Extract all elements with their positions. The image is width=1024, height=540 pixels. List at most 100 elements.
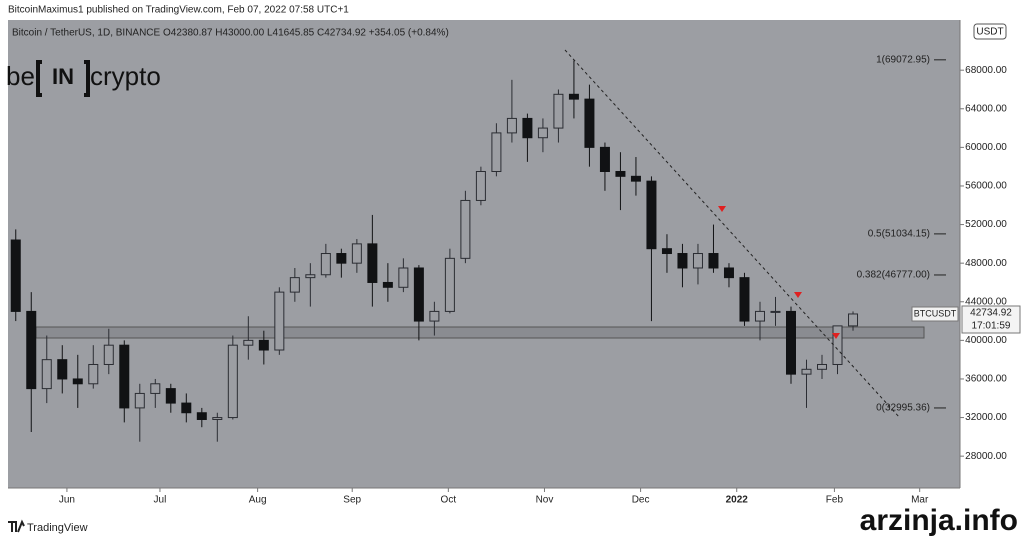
logo-text: be (6, 61, 35, 91)
plot-area (8, 20, 960, 488)
y-tick-label: 52000.00 (965, 219, 1007, 230)
x-tick-label: Nov (536, 495, 554, 506)
candle-body (754, 310, 765, 322)
candle-body (832, 325, 843, 365)
trend-line (564, 49, 901, 419)
x-tick-label: Oct (441, 495, 457, 506)
y-tick-label: 32000.00 (965, 412, 1007, 423)
candle-body (398, 267, 409, 288)
candle-body (429, 310, 440, 322)
candle-body (615, 170, 626, 177)
y-tick-label: 68000.00 (965, 65, 1007, 76)
watermark: arzinja.info (860, 504, 1018, 537)
x-tick-label: Jun (59, 495, 75, 506)
candle-body (336, 253, 347, 264)
candle-body (103, 344, 114, 365)
last-price-box (961, 305, 1021, 334)
last-price: 42734.92 (970, 308, 1012, 319)
tv-icon (8, 519, 25, 533)
x-tick-label: Mar (911, 495, 929, 506)
candle-body (739, 277, 750, 322)
candle-body (568, 93, 579, 100)
candle-body (134, 392, 145, 409)
y-tick-label: 56000.00 (965, 181, 1007, 192)
fib-label: 0.382(46777.00) (857, 270, 930, 281)
candle-body (227, 344, 238, 419)
y-tick-label: 48000.00 (965, 258, 1007, 269)
candle-body (444, 257, 455, 312)
candle-body (599, 146, 610, 172)
candle-body (243, 339, 254, 346)
candle-body (274, 291, 285, 351)
y-tick-label: 40000.00 (965, 335, 1007, 346)
marker (832, 333, 840, 339)
candle-body (630, 175, 641, 182)
x-tick-label: 2022 (726, 495, 749, 506)
marker (794, 292, 802, 298)
candle-body (708, 253, 719, 269)
currency: USDT (976, 27, 1003, 38)
candle-body (165, 388, 176, 404)
candle-body (413, 267, 424, 322)
logo-mark: IN (52, 64, 74, 89)
symbol-label: BTCUSDT (914, 308, 957, 318)
fib-label: 1(69072.95) (876, 54, 930, 65)
candle-body (475, 170, 486, 201)
candle-body (196, 412, 207, 420)
fib-label: 0.5(51034.15) (868, 229, 930, 240)
candle-body (320, 253, 331, 276)
candle-body (537, 127, 548, 139)
fib-label: 0(32995.36) (876, 403, 930, 414)
candle-body (553, 93, 564, 129)
candle-body (382, 281, 393, 288)
candle-body (212, 417, 223, 420)
x-tick-label: Aug (249, 495, 267, 506)
candle-body (770, 310, 781, 313)
candle-body (41, 359, 52, 390)
y-tick-label: 28000.00 (965, 451, 1007, 462)
candle-body (150, 383, 161, 394)
candle-body (646, 180, 657, 250)
y-tick-label: 64000.00 (965, 103, 1007, 114)
candle-body (258, 339, 269, 351)
byline: BitcoinMaximus1 published on TradingView… (8, 5, 349, 16)
candle-body (72, 378, 83, 385)
candle-body (848, 313, 859, 327)
x-tick-label: Sep (343, 495, 361, 506)
x-tick-label: Feb (826, 495, 844, 506)
candle-body (57, 359, 68, 380)
y-tick-label: 36000.00 (965, 374, 1007, 385)
symbol-line: Bitcoin / TetherUS, 1D, BINANCE O42380.8… (12, 28, 449, 39)
candle-body (817, 363, 828, 370)
candle-body (506, 117, 517, 134)
y-tick-label: 60000.00 (965, 142, 1007, 153)
candle-body (801, 368, 812, 375)
candle-body (522, 117, 533, 139)
candle-body (692, 253, 703, 269)
candle-body (26, 310, 37, 390)
currency-box (973, 23, 1007, 40)
marker (718, 206, 726, 212)
candle-body (367, 243, 378, 283)
x-tick-label: Jul (154, 495, 167, 506)
candle-body (460, 199, 471, 259)
y-tick-label: 44000.00 (965, 296, 1007, 307)
candle-body (677, 253, 688, 269)
candle-body (491, 132, 502, 172)
candle-body (10, 239, 21, 312)
candle-body (661, 248, 672, 255)
candle-body (305, 274, 316, 279)
candle-body (289, 277, 300, 293)
candle-body (351, 243, 362, 264)
candle-body (88, 363, 99, 385)
candle-body (723, 267, 734, 279)
footer: TradingView (27, 522, 88, 534)
countdown: 17:01:59 (972, 321, 1011, 332)
candle-body (785, 310, 796, 375)
logo-text: crypto (90, 61, 161, 91)
symbol-box (911, 306, 959, 322)
logo-bracket (36, 60, 90, 97)
x-tick-label: Dec (632, 495, 650, 506)
candle-body (181, 402, 192, 414)
